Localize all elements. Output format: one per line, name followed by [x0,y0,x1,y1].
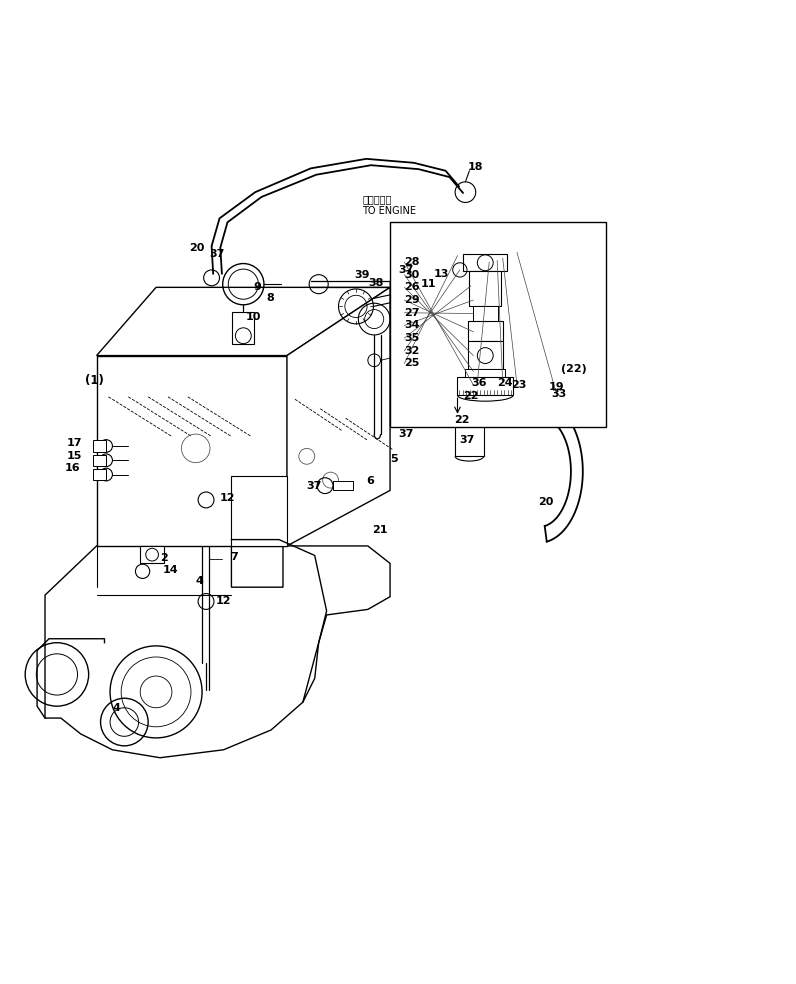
Bar [468,322,503,341]
Text: 18: 18 [468,161,483,172]
Polygon shape [287,287,390,546]
Text: 20: 20 [189,243,205,253]
Text: 4: 4 [112,703,120,712]
Text: 34: 34 [404,321,419,331]
Bar [140,546,164,564]
Text: (22): (22) [560,364,587,374]
Text: 33: 33 [551,390,566,400]
Text: 23: 23 [512,380,527,390]
Bar [466,369,505,377]
Text: (1): (1) [84,375,103,388]
Text: 13: 13 [434,269,449,278]
Text: 9: 9 [254,282,262,292]
Text: 19: 19 [548,383,564,393]
Text: 16: 16 [64,463,80,473]
Text: 37: 37 [398,265,413,275]
Text: 12: 12 [220,493,235,504]
Bar [455,420,484,457]
Polygon shape [45,546,390,758]
Text: 6: 6 [366,476,374,486]
Bar [93,441,106,452]
Text: 25: 25 [404,358,419,368]
Text: 10: 10 [246,313,261,323]
Bar [473,306,498,322]
Text: 5: 5 [390,454,398,463]
Text: 27: 27 [404,308,419,318]
Text: 36: 36 [472,378,487,388]
Text: 26: 26 [404,282,420,292]
Text: 15: 15 [66,451,82,461]
Bar [470,272,501,306]
Bar [390,222,606,427]
Text: 38: 38 [368,277,383,287]
Text: 22: 22 [463,391,478,401]
Text: 24: 24 [498,378,513,388]
Text: 14: 14 [162,565,178,575]
Text: 39: 39 [354,270,370,279]
Polygon shape [96,287,390,355]
Text: 12: 12 [216,596,231,606]
Text: 8: 8 [267,292,274,303]
Polygon shape [96,355,287,546]
Text: 11: 11 [420,279,435,289]
Text: 37: 37 [398,429,413,439]
Text: 35: 35 [404,334,419,343]
Text: 20: 20 [538,497,554,507]
Bar [458,377,513,396]
Bar [93,469,106,480]
Text: エンジンヘ
TO ENGINE: エンジンヘ TO ENGINE [362,194,416,215]
Text: 17: 17 [66,438,82,448]
Text: 30: 30 [404,270,419,279]
Bar [333,481,353,490]
Bar [93,455,106,465]
Text: 21: 21 [373,525,388,535]
Text: 28: 28 [404,257,419,267]
Bar [525,400,548,410]
Text: 7: 7 [230,552,237,562]
Text: 37: 37 [306,480,322,491]
Text: 37: 37 [209,249,224,259]
Text: 4: 4 [196,576,204,585]
Bar [450,383,490,420]
Text: 32: 32 [404,345,419,356]
Text: 29: 29 [404,295,420,305]
Bar [463,254,508,272]
Bar [232,312,255,343]
Text: 22: 22 [455,415,470,425]
Text: 37: 37 [459,436,474,446]
Text: 2: 2 [160,553,168,563]
Polygon shape [232,476,287,546]
Bar [468,341,503,369]
